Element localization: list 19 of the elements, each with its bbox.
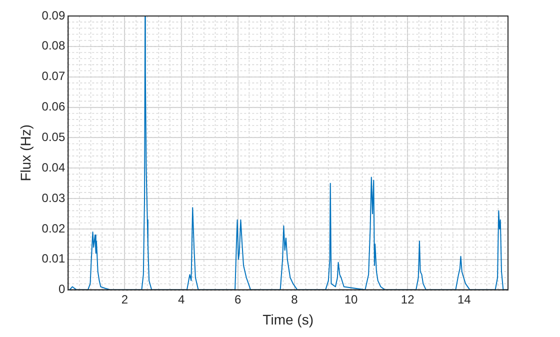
- x-axis-title: Time (s): [262, 311, 314, 328]
- x-tick-label: 12: [400, 292, 415, 306]
- x-tick-label: 2: [121, 292, 128, 306]
- x-tick-label: 14: [457, 292, 472, 306]
- y-tick-label: 0.05: [42, 130, 66, 144]
- x-tick-label: 4: [178, 292, 185, 306]
- y-tick-label: 0.04: [42, 160, 66, 174]
- y-tick-label: 0.08: [42, 38, 66, 53]
- y-tick-label: 0.03: [42, 190, 66, 205]
- y-tick-label: 0: [58, 282, 66, 296]
- y-tick-label: 0.09: [42, 8, 66, 22]
- y-axis-title: Flux (Hz): [17, 124, 34, 182]
- x-tick-label: 10: [344, 292, 358, 306]
- y-tick-label: 0.01: [42, 252, 66, 266]
- y-tick-label: 0.02: [42, 221, 66, 236]
- x-tick-label: 6: [234, 292, 242, 306]
- y-tick-label: 0.07: [42, 69, 66, 84]
- y-tick-label: 0.06: [42, 100, 66, 114]
- x-tick-label: 8: [291, 292, 298, 306]
